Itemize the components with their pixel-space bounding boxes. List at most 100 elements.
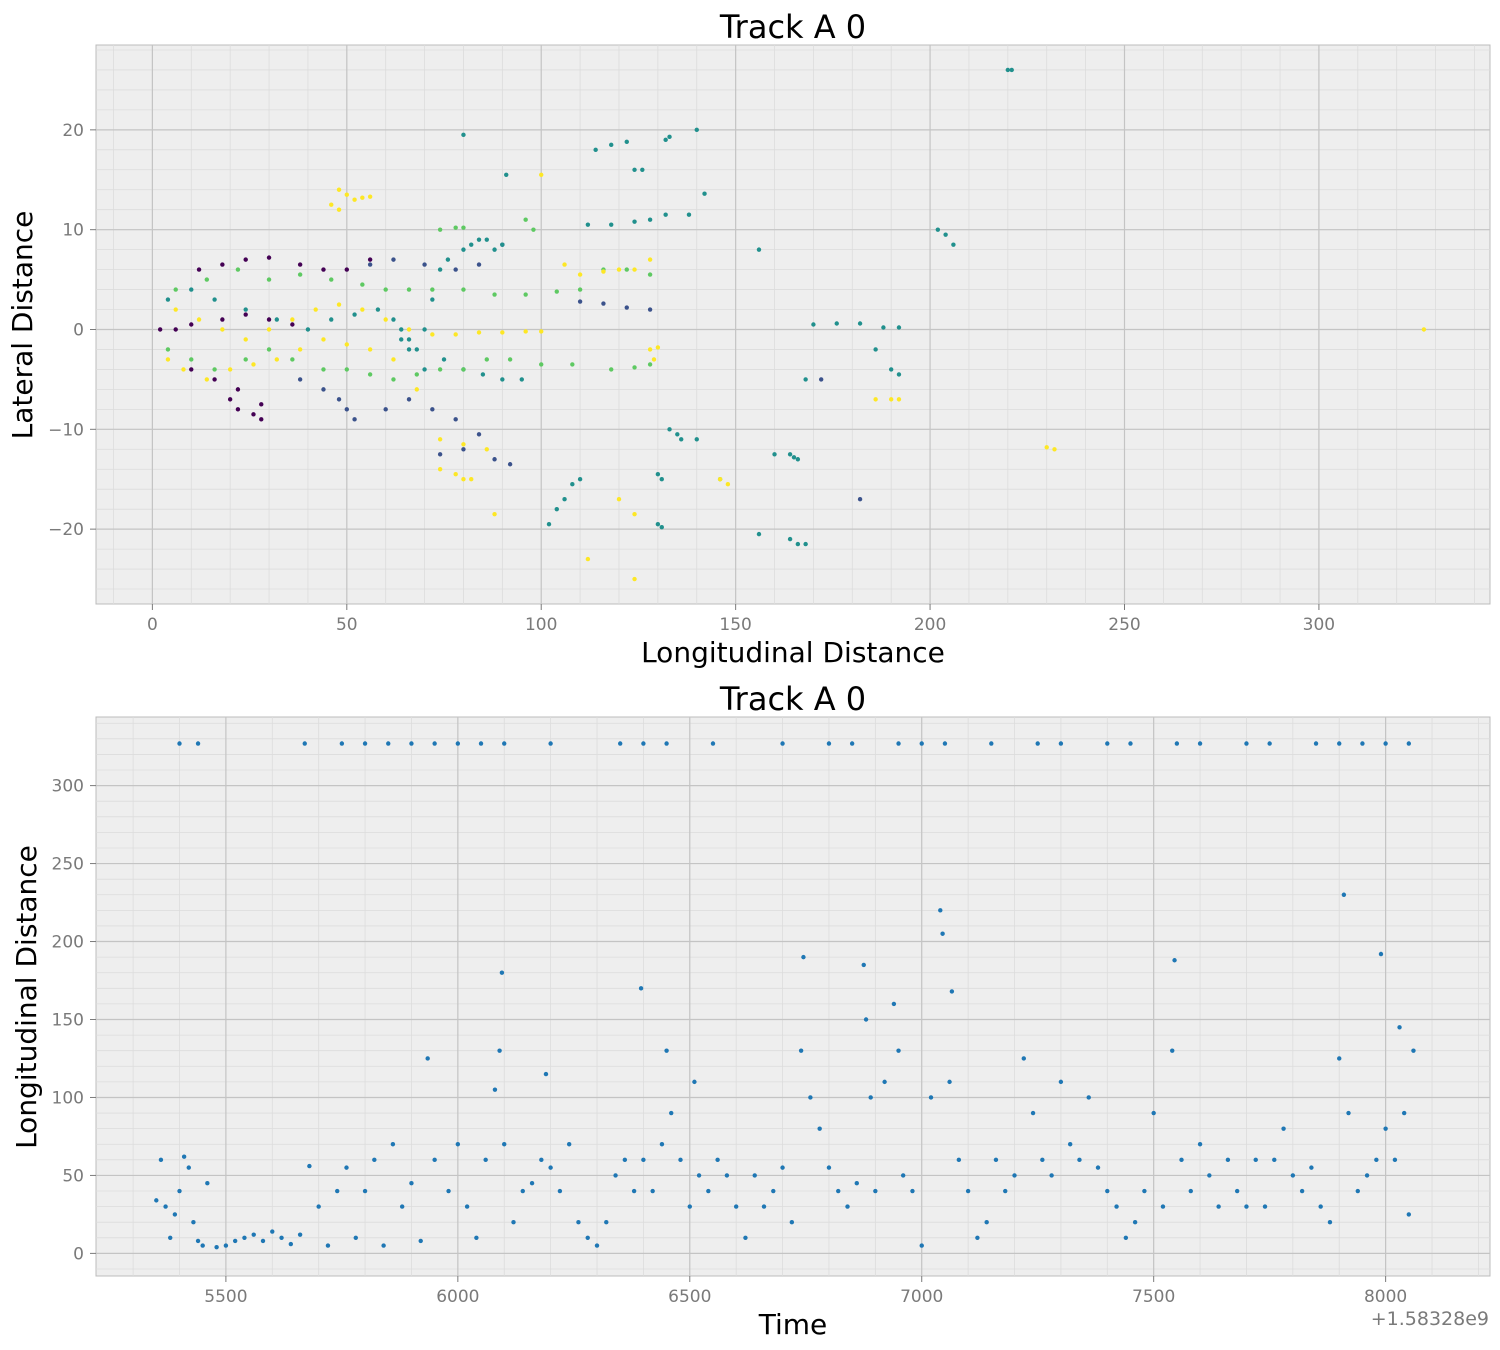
top-data-point <box>235 387 241 392</box>
top-data-point <box>157 327 163 332</box>
bottom-data-point <box>752 1173 757 1178</box>
top-data-point <box>655 521 661 527</box>
bottom-data-point <box>780 741 785 746</box>
top-data-point <box>896 325 902 330</box>
top-data-point <box>352 197 357 202</box>
bottom-x-tick-label: 6500 <box>668 1287 711 1307</box>
bottom-data-point <box>1374 1157 1379 1163</box>
bottom-data-point <box>1337 1056 1342 1061</box>
top-data-point <box>290 317 295 322</box>
bottom-data-point <box>1364 1173 1370 1178</box>
bottom-data-point <box>325 1243 331 1248</box>
bottom-data-point <box>1058 1079 1064 1085</box>
top-data-point <box>601 301 606 306</box>
bottom-data-point <box>372 1157 377 1163</box>
top-data-point <box>803 377 808 382</box>
bottom-data-point <box>891 1001 897 1007</box>
top-data-point <box>546 521 552 527</box>
top-data-point <box>266 255 272 260</box>
top-data-point <box>212 367 217 372</box>
top-data-point <box>756 531 762 537</box>
bottom-data-point <box>511 1220 516 1225</box>
bottom-data-point <box>1003 1188 1008 1194</box>
top-data-point <box>647 362 653 367</box>
top-data-point <box>313 307 318 312</box>
bottom-data-point <box>724 1173 730 1178</box>
bottom-data-point <box>172 1212 178 1217</box>
bottom-data-point <box>576 1220 581 1225</box>
top-data-point <box>414 387 419 392</box>
top-data-point <box>1044 445 1049 450</box>
bottom-data-point <box>432 1157 437 1163</box>
bottom-data-point <box>548 741 553 746</box>
top-data-point <box>663 137 668 143</box>
top-data-point <box>873 347 878 352</box>
bottom-data-point <box>499 970 505 975</box>
bottom-data-point <box>1216 1204 1221 1209</box>
top-data-point <box>414 372 419 377</box>
top-data-point <box>406 337 412 342</box>
bottom-data-point <box>1401 1110 1407 1116</box>
top-data-point <box>453 332 458 337</box>
bottom-data-point <box>1392 1157 1398 1163</box>
top-data-point <box>585 222 591 227</box>
top-data-point <box>476 330 482 335</box>
top-data-point <box>943 232 948 237</box>
bottom-y-tick-label: 250 <box>52 855 84 875</box>
bottom-data-point <box>641 1157 646 1163</box>
top-data-point <box>259 417 264 422</box>
bottom-data-point <box>1172 958 1177 963</box>
top-data-point <box>360 195 365 200</box>
top-data-point <box>1005 67 1011 73</box>
bottom-data-point <box>1253 1157 1258 1163</box>
top-data-point <box>173 327 178 332</box>
top-data-point <box>251 412 256 417</box>
bottom-data-point <box>798 1048 804 1053</box>
top-data-point <box>344 342 350 347</box>
top-data-point <box>717 477 723 482</box>
bottom-data-point <box>638 986 644 991</box>
bottom-data-point <box>826 741 832 746</box>
bottom-data-point <box>687 1204 692 1209</box>
bottom-data-point <box>1406 1212 1412 1217</box>
bottom-data-point <box>947 1079 952 1085</box>
top-data-point <box>352 417 357 422</box>
bottom-data-point <box>1105 1188 1110 1194</box>
bottom-data-point <box>195 1238 201 1244</box>
top-x-tick-label: 250 <box>1108 615 1140 635</box>
top-data-point <box>461 442 466 447</box>
bottom-data-point <box>900 1173 906 1178</box>
bottom-data-point <box>362 1188 368 1194</box>
bottom-data-point <box>251 1232 256 1237</box>
bottom-data-point <box>492 1087 498 1092</box>
top-data-point <box>399 327 404 332</box>
top-data-point <box>562 262 567 267</box>
bottom-data-point <box>163 1204 168 1209</box>
top-data-point <box>554 506 559 512</box>
bottom-data-point <box>938 908 943 913</box>
top-data-point <box>461 477 466 482</box>
top-data-point <box>367 347 373 352</box>
top-data-point <box>367 257 373 262</box>
top-x-tick-label: 200 <box>914 615 946 635</box>
bottom-data-point <box>1207 1173 1212 1178</box>
top-data-point <box>297 262 303 267</box>
bottom-data-point <box>1267 741 1272 746</box>
bottom-data-point <box>1309 1165 1314 1170</box>
bottom-data-point <box>1411 1048 1416 1053</box>
top-data-point <box>725 482 731 487</box>
bottom-data-point <box>604 1220 609 1225</box>
top-data-point <box>437 227 443 232</box>
top-data-point <box>297 272 303 277</box>
bottom-data-point <box>307 1163 312 1169</box>
bottom-data-point <box>1160 1204 1166 1209</box>
bottom-data-point <box>446 1188 451 1194</box>
top-data-point <box>896 397 902 402</box>
top-data-point <box>632 219 637 224</box>
top-data-point <box>189 357 194 362</box>
top-data-point <box>609 367 614 372</box>
top-data-point <box>196 317 202 322</box>
bottom-data-point <box>205 1181 210 1186</box>
bottom-data-point <box>863 1017 869 1022</box>
top-data-point <box>453 472 458 477</box>
